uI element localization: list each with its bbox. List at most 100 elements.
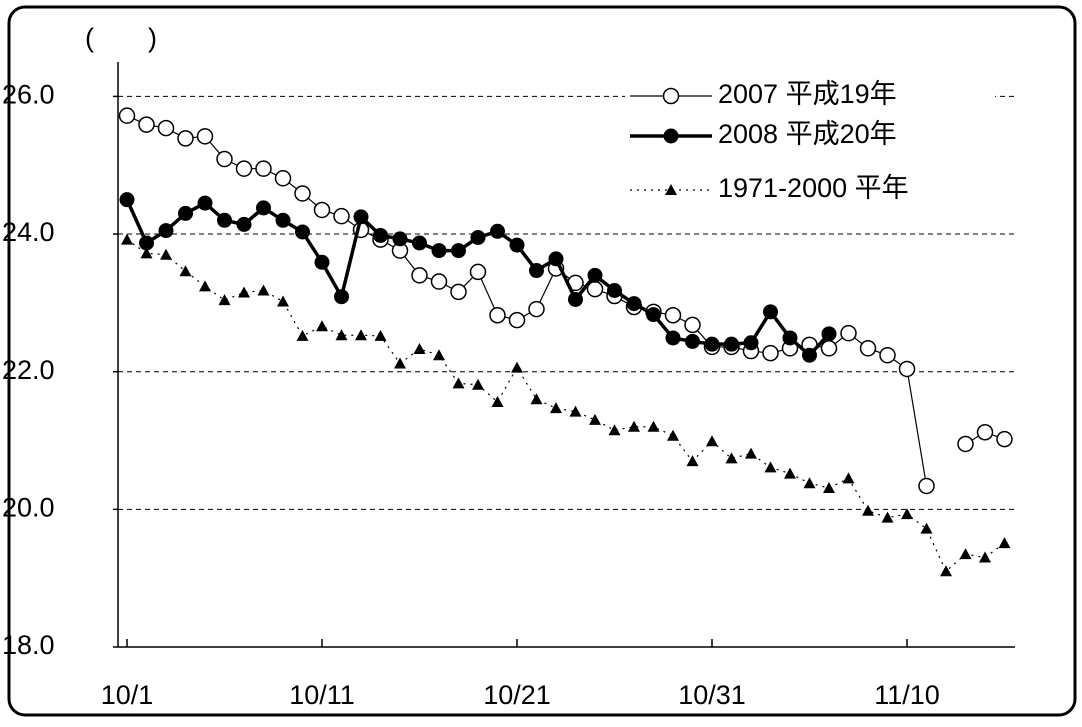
point (528, 300, 545, 318)
point (918, 477, 935, 495)
point (686, 455, 699, 467)
point (763, 304, 778, 320)
point (274, 170, 292, 187)
point (550, 402, 562, 414)
point (139, 235, 154, 251)
point (996, 430, 1013, 448)
point (762, 344, 779, 362)
point (121, 233, 133, 245)
point (470, 230, 486, 245)
y-tick-label: 26.0 (2, 80, 55, 110)
y-tick-label: 20.0 (2, 492, 55, 522)
point (898, 360, 916, 378)
point (704, 336, 720, 352)
point (608, 424, 621, 436)
point (667, 429, 679, 441)
point (160, 248, 172, 260)
point (530, 393, 543, 405)
point (451, 243, 466, 259)
point (353, 209, 369, 225)
point (177, 130, 194, 147)
point (706, 435, 718, 447)
point (548, 251, 564, 267)
point (587, 267, 603, 283)
point (489, 307, 506, 324)
point (646, 307, 661, 323)
point (685, 333, 700, 349)
point (802, 347, 817, 363)
point (664, 307, 682, 324)
point (257, 284, 270, 296)
point (333, 207, 350, 225)
point (392, 231, 408, 247)
point (433, 349, 445, 361)
point (179, 265, 192, 277)
point (529, 263, 544, 279)
point (157, 119, 175, 137)
point (879, 346, 896, 364)
point (803, 477, 816, 489)
series-line (126, 239, 1005, 573)
point (413, 342, 426, 354)
point (508, 311, 526, 329)
y-tick-label: 24.0 (2, 217, 55, 247)
point (412, 235, 427, 251)
point (469, 263, 487, 281)
point (665, 330, 681, 346)
point (725, 452, 738, 464)
point (628, 420, 640, 432)
point (764, 461, 777, 473)
point (295, 224, 310, 240)
point (491, 395, 504, 407)
point (218, 294, 231, 306)
point (199, 280, 211, 292)
point (314, 254, 330, 270)
point (255, 160, 272, 177)
point (197, 195, 213, 211)
point (998, 537, 1011, 549)
legend-label: 2008 平成20年 (718, 119, 897, 149)
point (509, 237, 525, 253)
point (275, 212, 291, 228)
point (430, 273, 448, 290)
legend-label: 2007 平成19年 (718, 79, 897, 109)
point (334, 289, 349, 305)
x-tick-label: 11/10 (874, 680, 940, 710)
point (216, 150, 233, 168)
point (374, 329, 387, 341)
point (743, 335, 759, 351)
point (394, 357, 406, 369)
point (450, 283, 467, 301)
point (842, 472, 855, 484)
point (490, 223, 505, 239)
point (238, 286, 250, 298)
point (920, 522, 933, 534)
point (940, 565, 952, 577)
y-tick-label: 22.0 (2, 355, 55, 385)
point (957, 435, 974, 453)
point (782, 330, 798, 346)
point (355, 329, 367, 341)
point (335, 329, 348, 341)
point (217, 212, 232, 228)
point (119, 192, 135, 208)
point (745, 447, 757, 459)
point (373, 227, 388, 243)
point (158, 223, 174, 239)
point (313, 201, 331, 219)
point (589, 413, 601, 425)
legend-marker (662, 87, 680, 105)
point (256, 200, 271, 216)
point (411, 267, 428, 284)
point (881, 511, 894, 523)
point (976, 424, 994, 441)
x-tick-label: 10/11 (289, 680, 355, 710)
x-tick-label: 10/1 (101, 680, 154, 710)
x-tick-label: 10/31 (678, 680, 746, 710)
point (511, 361, 523, 373)
point (236, 216, 252, 232)
point (196, 128, 214, 145)
point (294, 185, 311, 202)
point (296, 329, 309, 341)
